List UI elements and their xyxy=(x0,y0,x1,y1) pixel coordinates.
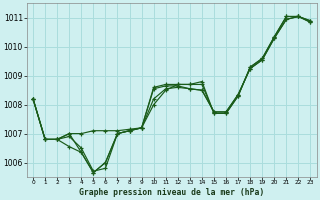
X-axis label: Graphe pression niveau de la mer (hPa): Graphe pression niveau de la mer (hPa) xyxy=(79,188,264,197)
